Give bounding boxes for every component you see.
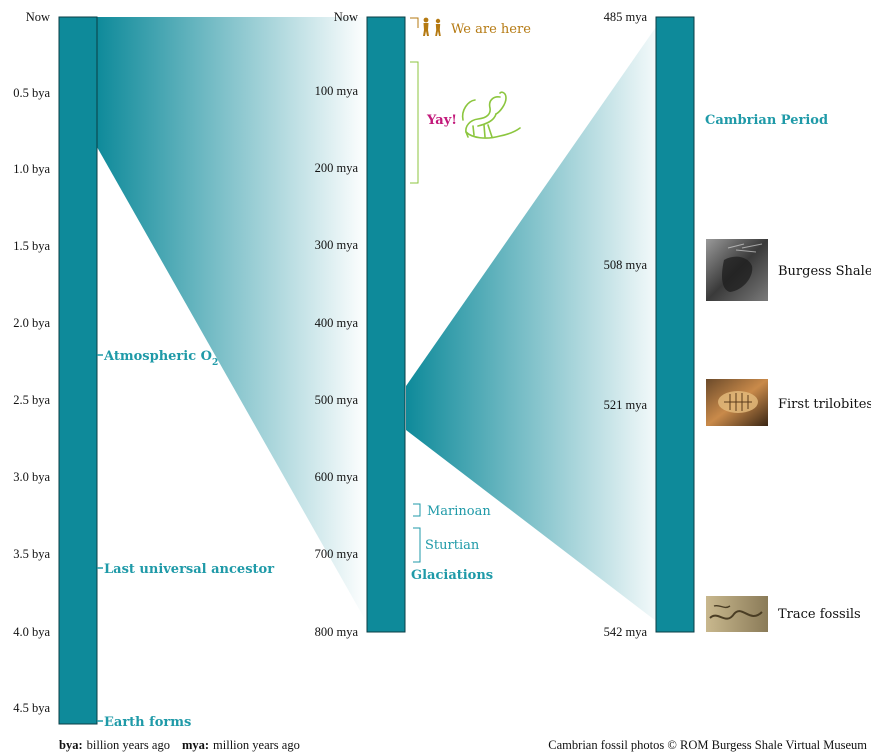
people-icon (423, 17, 441, 36)
dinosaur-era-marker: Yay! (410, 61, 521, 184)
tick-label: 0.5 bya (13, 86, 50, 100)
bya-text: billion years ago (87, 738, 170, 752)
glaciation-label: Sturtian (425, 538, 480, 553)
tick-label: 600 mya (315, 470, 359, 484)
tick-label: 485 mya (604, 10, 648, 24)
bar-full-history (58, 16, 98, 725)
tick-label: 508 mya (604, 258, 648, 272)
tick-label: 4.0 bya (13, 625, 50, 639)
tick-label: 2.0 bya (13, 316, 50, 330)
tick-label: 800 mya (315, 625, 359, 639)
event-earth-forms: Earth forms (97, 715, 191, 730)
we-are-here-label: We are here (451, 22, 531, 37)
tick-label: 2.5 bya (13, 393, 50, 407)
glaciation-label: Marinoan (427, 504, 491, 519)
cambrian-period-label: Cambrian Period (705, 113, 828, 128)
fossil-burgess-shale: Burgess Shale (706, 239, 871, 301)
mya-text: million years ago (213, 738, 300, 752)
fossil-photo-icon (706, 596, 768, 632)
event-last-universal-ancestor: Last universal ancestor (97, 562, 274, 577)
dinosaur-icon (461, 91, 521, 139)
bya-key: bya: (59, 738, 83, 752)
tick-label: 300 mya (315, 238, 359, 252)
event-label: Last universal ancestor (104, 562, 274, 577)
event-subscript: 2 (212, 358, 218, 368)
we-are-here-marker: We are here (410, 17, 531, 37)
mya-key: mya: (182, 738, 209, 752)
footer-legend: bya: billion years ago mya: million years a… (59, 738, 300, 752)
bar-cambrian (655, 16, 695, 633)
tick-label: 200 mya (315, 161, 359, 175)
tick-label: 4.5 bya (13, 701, 50, 715)
tick-label: Now (334, 10, 358, 24)
bar-recent-800my (366, 16, 406, 633)
glaciation-sturtian: Sturtian (413, 527, 480, 563)
fossil-label: First trilobites (778, 397, 871, 412)
tick-label: 400 mya (315, 316, 359, 330)
zoom-wedge-1 (97, 17, 367, 623)
zoom-wedge-2 (406, 27, 656, 621)
fossil-first-trilobites: First trilobites (706, 379, 871, 426)
tick-label: Now (26, 10, 50, 24)
tick-label: 542 mya (604, 625, 648, 639)
glaciations-title: Glaciations (411, 568, 493, 583)
photo-credit: Cambrian fossil photos © ROM Burgess Sha… (548, 738, 867, 752)
event-atmospheric-o2: Atmospheric O2 (97, 349, 218, 368)
fossil-trace-fossils: Trace fossils (706, 596, 861, 632)
ticks-full: Now 0.5 bya 1.0 bya 1.5 bya 2.0 bya 2.5 … (13, 10, 50, 715)
ticks-recent: Now 100 mya 200 mya 300 mya 400 mya 500 … (315, 10, 359, 639)
tick-label: 521 mya (604, 398, 648, 412)
event-label: Atmospheric O (103, 349, 212, 364)
yay-label: Yay! (426, 113, 457, 128)
tick-label: 1.0 bya (13, 162, 50, 176)
glaciation-marinoan: Marinoan (413, 503, 491, 519)
tick-label: 3.0 bya (13, 470, 50, 484)
fossil-label: Burgess Shale (778, 264, 871, 279)
event-label: Earth forms (104, 715, 191, 730)
tick-label: 100 mya (315, 84, 359, 98)
tick-label: 700 mya (315, 547, 359, 561)
ticks-cambrian: 485 mya 508 mya 521 mya 542 mya (604, 10, 648, 639)
tick-label: 500 mya (315, 393, 359, 407)
fossil-label: Trace fossils (778, 607, 861, 622)
svg-text:Atmospheric O2: Atmospheric O2 (103, 349, 218, 368)
tick-label: 3.5 bya (13, 547, 50, 561)
tick-label: 1.5 bya (13, 239, 50, 253)
